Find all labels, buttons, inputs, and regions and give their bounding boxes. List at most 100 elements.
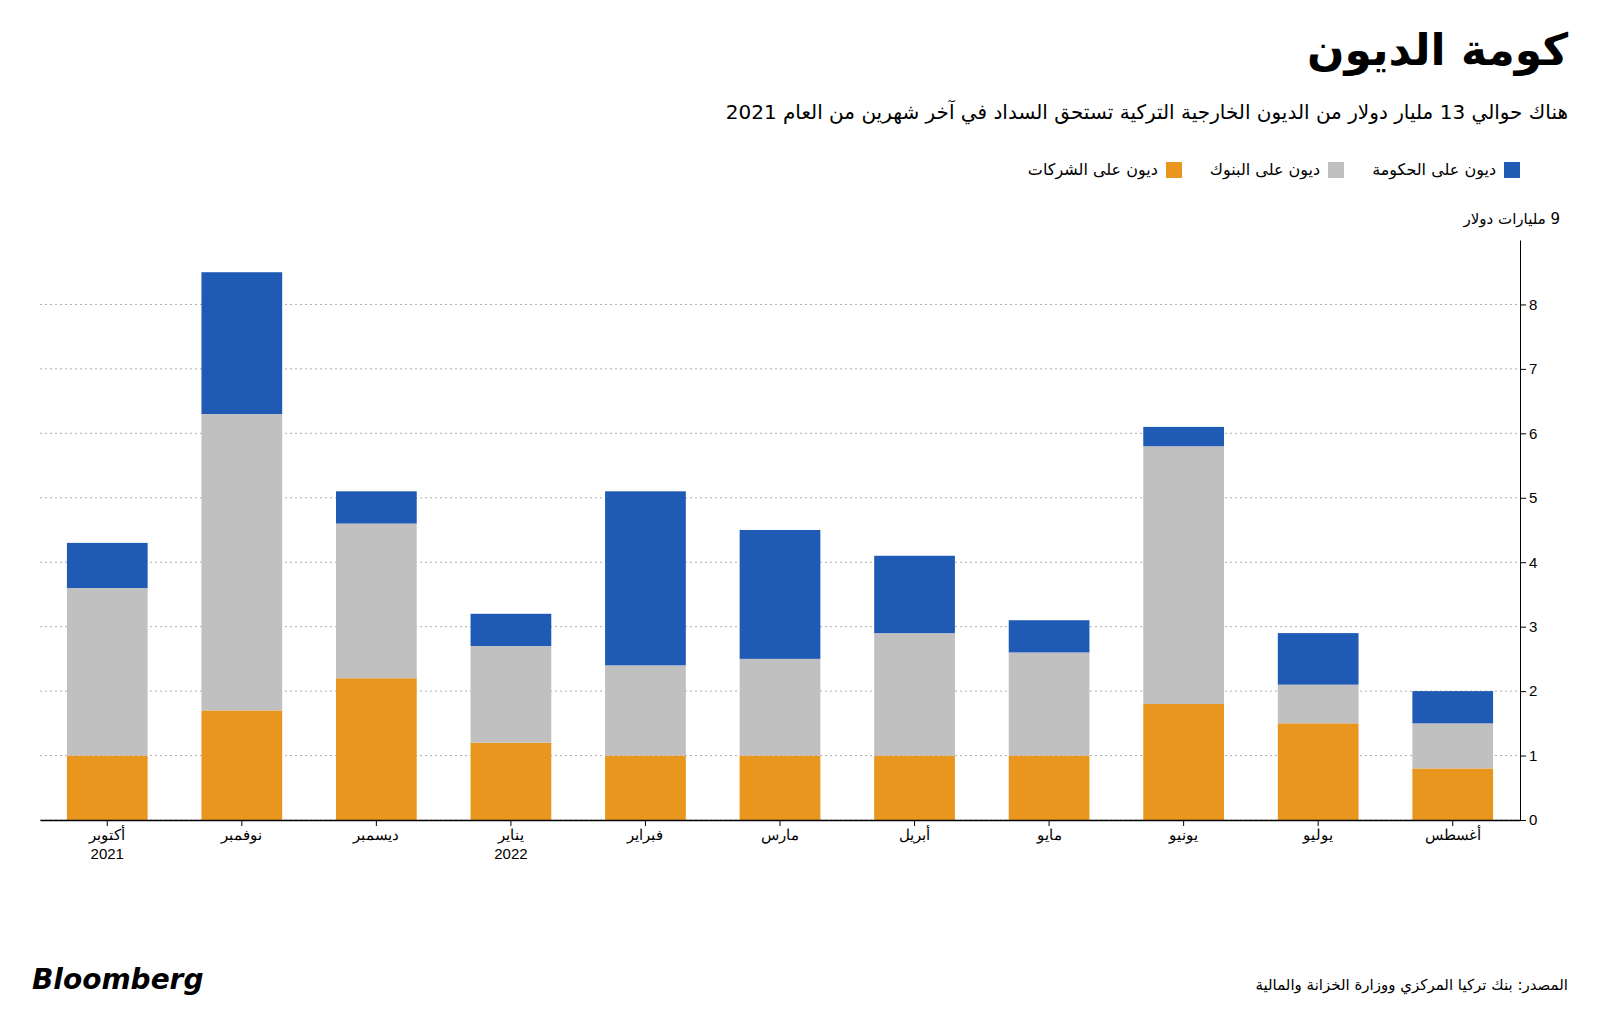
x-tick-label: أغسطس: [1425, 825, 1481, 844]
y-tick-mark: [1520, 627, 1526, 628]
x-tick: أبريل: [899, 820, 930, 844]
x-tick: يوليو: [1302, 820, 1333, 844]
bar: [471, 614, 552, 646]
bar: [605, 491, 686, 665]
x-tick: نوفمبر: [220, 820, 262, 844]
x-tick-label: مايو: [1036, 826, 1062, 844]
bar: [1412, 768, 1493, 820]
y-tick-label: 3: [1529, 618, 1537, 635]
bar: [1009, 756, 1090, 820]
x-tick: مايو: [1036, 820, 1062, 844]
bar: [67, 543, 148, 588]
y-tick-label: 2: [1529, 682, 1537, 699]
legend: ديون على الحكومة ديون على البنوك ديون على …: [1028, 160, 1520, 179]
x-tick-line: يونيو: [1168, 826, 1198, 844]
x-tick-label: يوليو: [1302, 826, 1333, 844]
legend-swatch: [1328, 162, 1344, 178]
bar: [336, 524, 417, 679]
x-tick-line: فبراير: [626, 826, 663, 844]
y-tick: 6: [1520, 425, 1537, 442]
x-axis: أكتوبر2021 نوفمبر ديسمبر يناير2022 فبراير مار…: [41, 820, 1521, 862]
bar: [874, 633, 955, 755]
plot: 0 1 2 3 4 5 6 7 8 أكتوبر2021 نوفمبر ديسمبر يناير2022…: [40, 241, 1537, 863]
y-tick-label: 7: [1529, 360, 1537, 377]
bar: [1412, 723, 1493, 768]
title: كومة الديون: [1307, 24, 1568, 75]
x-tick: فبراير: [626, 820, 663, 844]
y-axis-line: [1520, 241, 1521, 821]
bar: [740, 530, 821, 659]
bar: [201, 272, 282, 414]
chart-svg: 0 1 2 3 4 5 6 7 8 أكتوبر2021 نوفمبر ديسمبر يناير2022…: [0, 200, 1600, 900]
bar: [1143, 427, 1224, 446]
bar: [605, 756, 686, 820]
bar: [1278, 685, 1359, 724]
y-tick-mark: [1520, 498, 1526, 499]
y-tick-mark: [1520, 304, 1526, 305]
legend-label: ديون على الشركات: [1028, 160, 1158, 179]
y-tick: 3: [1520, 618, 1537, 635]
bar: [201, 414, 282, 710]
x-tick-label: ديسمبر: [352, 826, 399, 844]
x-tick: أكتوبر2021: [88, 820, 125, 862]
x-tick-line: يوليو: [1302, 826, 1333, 844]
y-tick-label: 0: [1529, 811, 1537, 828]
legend-item: ديون على البنوك: [1210, 160, 1344, 179]
x-tick-label: أبريل: [899, 825, 930, 844]
credit: Bloomberg: [32, 963, 203, 996]
x-tick-line: أبريل: [899, 825, 930, 844]
y-tick-mark: [1520, 756, 1526, 757]
bars: [67, 272, 1493, 820]
subtitle: هناك حوالي 13 مليار دولار من الديون الخا…: [726, 100, 1568, 124]
y-tick-label: 6: [1529, 425, 1537, 442]
x-tick-line: 2022: [494, 845, 527, 862]
y-tick-mark: [1520, 691, 1526, 692]
y-tick-label: 1: [1529, 747, 1537, 764]
bar: [336, 491, 417, 523]
x-tick-line: يناير: [497, 826, 524, 844]
bar: [740, 659, 821, 756]
bar: [336, 678, 417, 820]
x-tick-line: مايو: [1036, 826, 1062, 844]
x-tick: يونيو: [1168, 820, 1198, 844]
y-tick-mark: [1520, 562, 1526, 563]
y-tick-mark: [1520, 369, 1526, 370]
x-tick: مارس: [761, 820, 799, 844]
series-group: [67, 414, 1493, 768]
series-group: [67, 272, 1493, 723]
y-tick: 2: [1520, 682, 1537, 699]
y-tick-label: 5: [1529, 489, 1537, 506]
y-tick: 7: [1520, 360, 1537, 377]
y-tick-label: 8: [1529, 296, 1537, 313]
x-tick-line: 2021: [91, 845, 124, 862]
bar: [740, 756, 821, 820]
x-tick-label: يونيو: [1168, 826, 1198, 844]
legend-item: ديون على الشركات: [1028, 160, 1182, 179]
x-tick: ديسمبر: [352, 820, 399, 844]
x-tick-line: أغسطس: [1425, 825, 1481, 844]
y-tick: 8: [1520, 296, 1537, 313]
bar: [1278, 633, 1359, 685]
legend-swatch: [1504, 162, 1520, 178]
y-tick-label: 4: [1529, 554, 1537, 571]
y-tick: 4: [1520, 554, 1537, 571]
x-tick-label: يناير2022: [494, 826, 527, 863]
y-tick-mark: [1520, 820, 1526, 821]
x-tick-label: مارس: [761, 826, 799, 844]
bar: [1143, 446, 1224, 704]
x-tick: أغسطس: [1425, 820, 1481, 844]
y-axis-label: 9 مليارات دولار: [1464, 210, 1560, 228]
legend-label: ديون على الحكومة: [1372, 160, 1496, 179]
bar: [874, 756, 955, 820]
bar: [201, 710, 282, 820]
page: كومة الديون هناك حوالي 13 مليار دولار من …: [0, 0, 1600, 1018]
legend-swatch: [1166, 162, 1182, 178]
source: المصدر: بنك تركيا المركزي ووزارة الخزانة…: [1255, 976, 1568, 994]
bar: [1412, 691, 1493, 723]
y-axis: 0 1 2 3 4 5 6 7 8: [1520, 241, 1537, 829]
bar: [471, 646, 552, 743]
bar: [67, 756, 148, 820]
legend-label: ديون على البنوك: [1210, 160, 1320, 179]
y-tick: 1: [1520, 747, 1537, 764]
x-tick-line: نوفمبر: [220, 826, 262, 844]
